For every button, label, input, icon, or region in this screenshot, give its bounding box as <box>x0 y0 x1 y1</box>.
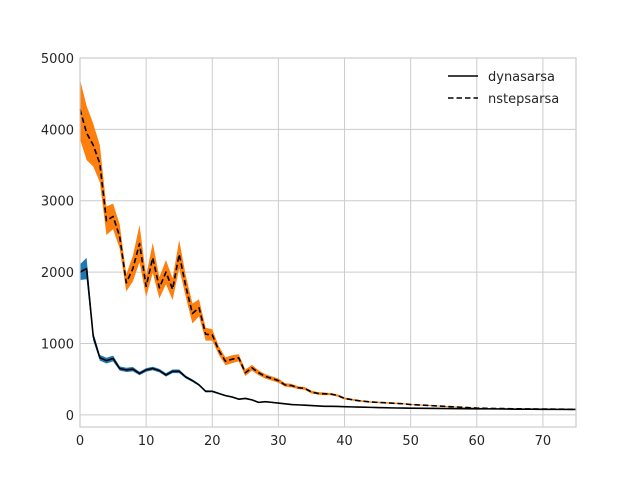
y-tick-label: 2000 <box>41 266 74 281</box>
y-tick-label: 5000 <box>41 52 74 67</box>
y-tick-label: 3000 <box>41 195 74 210</box>
y-tick-label: 4000 <box>41 123 74 138</box>
x-tick-label: 30 <box>270 434 287 449</box>
x-tick-label: 10 <box>138 434 155 449</box>
y-axis-ticks: 0 1000 2000 3000 4000 5000 <box>41 52 74 424</box>
plot-background <box>80 58 576 427</box>
y-tick-label: 0 <box>66 409 74 424</box>
legend-label-nstepsarsa: nstepsarsa <box>488 92 559 107</box>
series-line-dynasarsa <box>79 267 577 411</box>
x-tick-label: 0 <box>76 434 84 449</box>
series-lines <box>79 109 577 411</box>
legend-label-dynasarsa: dynasarsa <box>488 70 555 85</box>
plot-frame <box>79 57 577 428</box>
legend: dynasarsa nstepsarsa <box>448 70 559 107</box>
series-line-nstepsarsa <box>79 109 577 411</box>
x-tick-label: 70 <box>535 434 552 449</box>
x-axis-ticks: 0 10 20 30 40 50 60 70 <box>76 434 551 449</box>
x-tick-label: 50 <box>402 434 419 449</box>
x-tick-label: 60 <box>469 434 486 449</box>
y-tick-label: 1000 <box>41 337 74 352</box>
x-tick-label: 20 <box>204 434 221 449</box>
x-tick-label: 40 <box>336 434 353 449</box>
